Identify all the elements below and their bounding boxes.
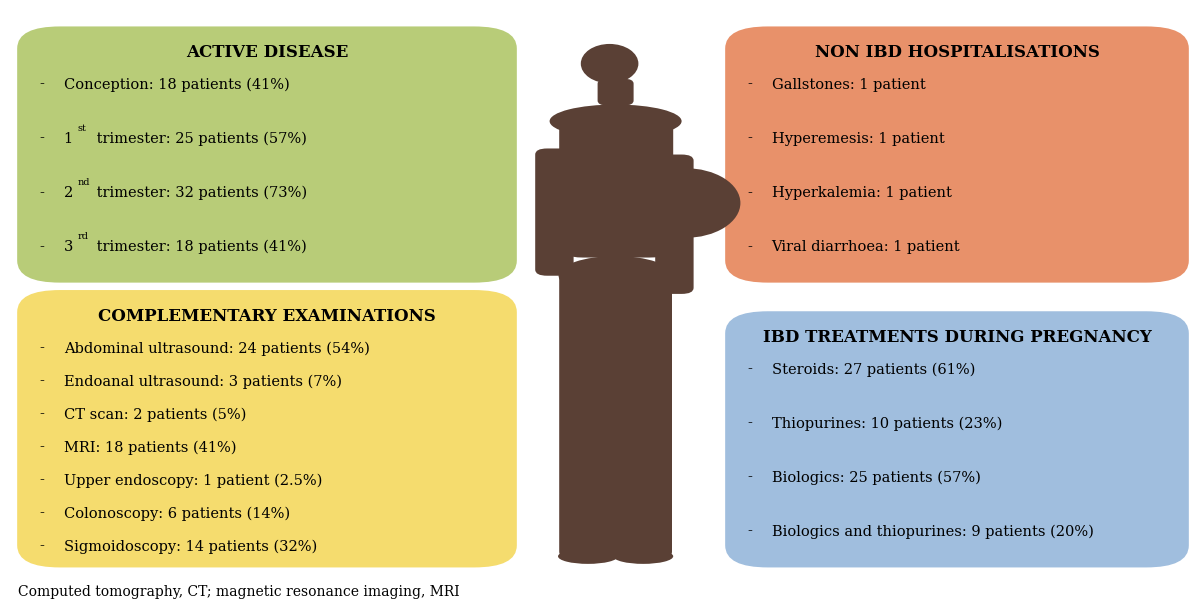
Text: -: - [40,185,44,199]
FancyBboxPatch shape [726,27,1188,282]
Text: 2: 2 [64,185,73,199]
Text: Viral diarrhoea: 1 patient: Viral diarrhoea: 1 patient [772,240,960,254]
Text: Abdominal ultrasound: 24 patients (54%): Abdominal ultrasound: 24 patients (54%) [64,341,370,356]
Text: Thiopurines: 10 patients (23%): Thiopurines: 10 patients (23%) [772,416,1002,431]
Text: Colonoscopy: 6 patients (14%): Colonoscopy: 6 patients (14%) [64,506,289,521]
Text: -: - [748,185,752,199]
Text: -: - [40,407,44,421]
Text: 1: 1 [64,132,73,145]
Ellipse shape [550,104,682,138]
Text: Sigmoidoscopy: 14 patients (32%): Sigmoidoscopy: 14 patients (32%) [64,539,317,554]
Text: Gallstones: 1 patient: Gallstones: 1 patient [772,78,925,92]
Text: Biologics and thiopurines: 9 patients (20%): Biologics and thiopurines: 9 patients (2… [772,525,1093,539]
FancyBboxPatch shape [655,155,694,294]
FancyBboxPatch shape [614,265,672,561]
Text: -: - [40,473,44,487]
Text: -: - [748,132,752,145]
Text: -: - [40,374,44,388]
Text: trimester: 32 patients (73%): trimester: 32 patients (73%) [92,185,307,200]
FancyBboxPatch shape [598,79,634,105]
Text: CT scan: 2 patients (5%): CT scan: 2 patients (5%) [64,407,246,422]
Text: -: - [748,362,752,376]
Text: -: - [748,78,752,92]
FancyBboxPatch shape [726,312,1188,567]
Text: -: - [40,240,44,254]
Text: 3: 3 [64,240,73,254]
Text: ACTIVE DISEASE: ACTIVE DISEASE [186,44,348,61]
Text: -: - [748,240,752,254]
Text: NON IBD HOSPITALISATIONS: NON IBD HOSPITALISATIONS [815,44,1099,61]
Ellipse shape [613,549,673,564]
Text: -: - [40,440,44,454]
Text: Hyperkalemia: 1 patient: Hyperkalemia: 1 patient [772,185,952,199]
Text: trimester: 25 patients (57%): trimester: 25 patients (57%) [92,132,307,146]
Text: COMPLEMENTARY EXAMINATIONS: COMPLEMENTARY EXAMINATIONS [98,308,436,325]
Text: -: - [40,341,44,355]
Text: -: - [40,506,44,520]
Text: st: st [78,124,86,133]
Ellipse shape [630,168,740,238]
Text: -: - [40,539,44,553]
Text: Endoanal ultrasound: 3 patients (7%): Endoanal ultrasound: 3 patients (7%) [64,374,342,388]
Ellipse shape [581,44,638,84]
Text: Conception: 18 patients (41%): Conception: 18 patients (41%) [64,78,289,92]
Text: nd: nd [78,178,90,187]
Ellipse shape [559,256,673,295]
Ellipse shape [558,549,618,564]
FancyBboxPatch shape [559,109,673,258]
Text: Hyperemesis: 1 patient: Hyperemesis: 1 patient [772,132,944,145]
Text: trimester: 18 patients (41%): trimester: 18 patients (41%) [92,240,307,254]
Text: -: - [748,470,752,484]
Text: -: - [748,416,752,430]
Text: Steroids: 27 patients (61%): Steroids: 27 patients (61%) [772,362,974,377]
FancyBboxPatch shape [18,291,516,567]
Text: -: - [40,78,44,92]
Text: Computed tomography, CT; magnetic resonance imaging, MRI: Computed tomography, CT; magnetic resona… [18,585,460,599]
Text: -: - [748,525,752,539]
Text: MRI: 18 patients (41%): MRI: 18 patients (41%) [64,440,236,454]
Text: IBD TREATMENTS DURING PREGNANCY: IBD TREATMENTS DURING PREGNANCY [763,329,1151,346]
Text: -: - [40,132,44,145]
Text: Biologics: 25 patients (57%): Biologics: 25 patients (57%) [772,470,980,485]
FancyBboxPatch shape [535,148,574,276]
FancyBboxPatch shape [18,27,516,282]
Text: rd: rd [78,233,89,241]
Text: Upper endoscopy: 1 patient (2.5%): Upper endoscopy: 1 patient (2.5%) [64,473,322,488]
FancyBboxPatch shape [559,265,617,561]
